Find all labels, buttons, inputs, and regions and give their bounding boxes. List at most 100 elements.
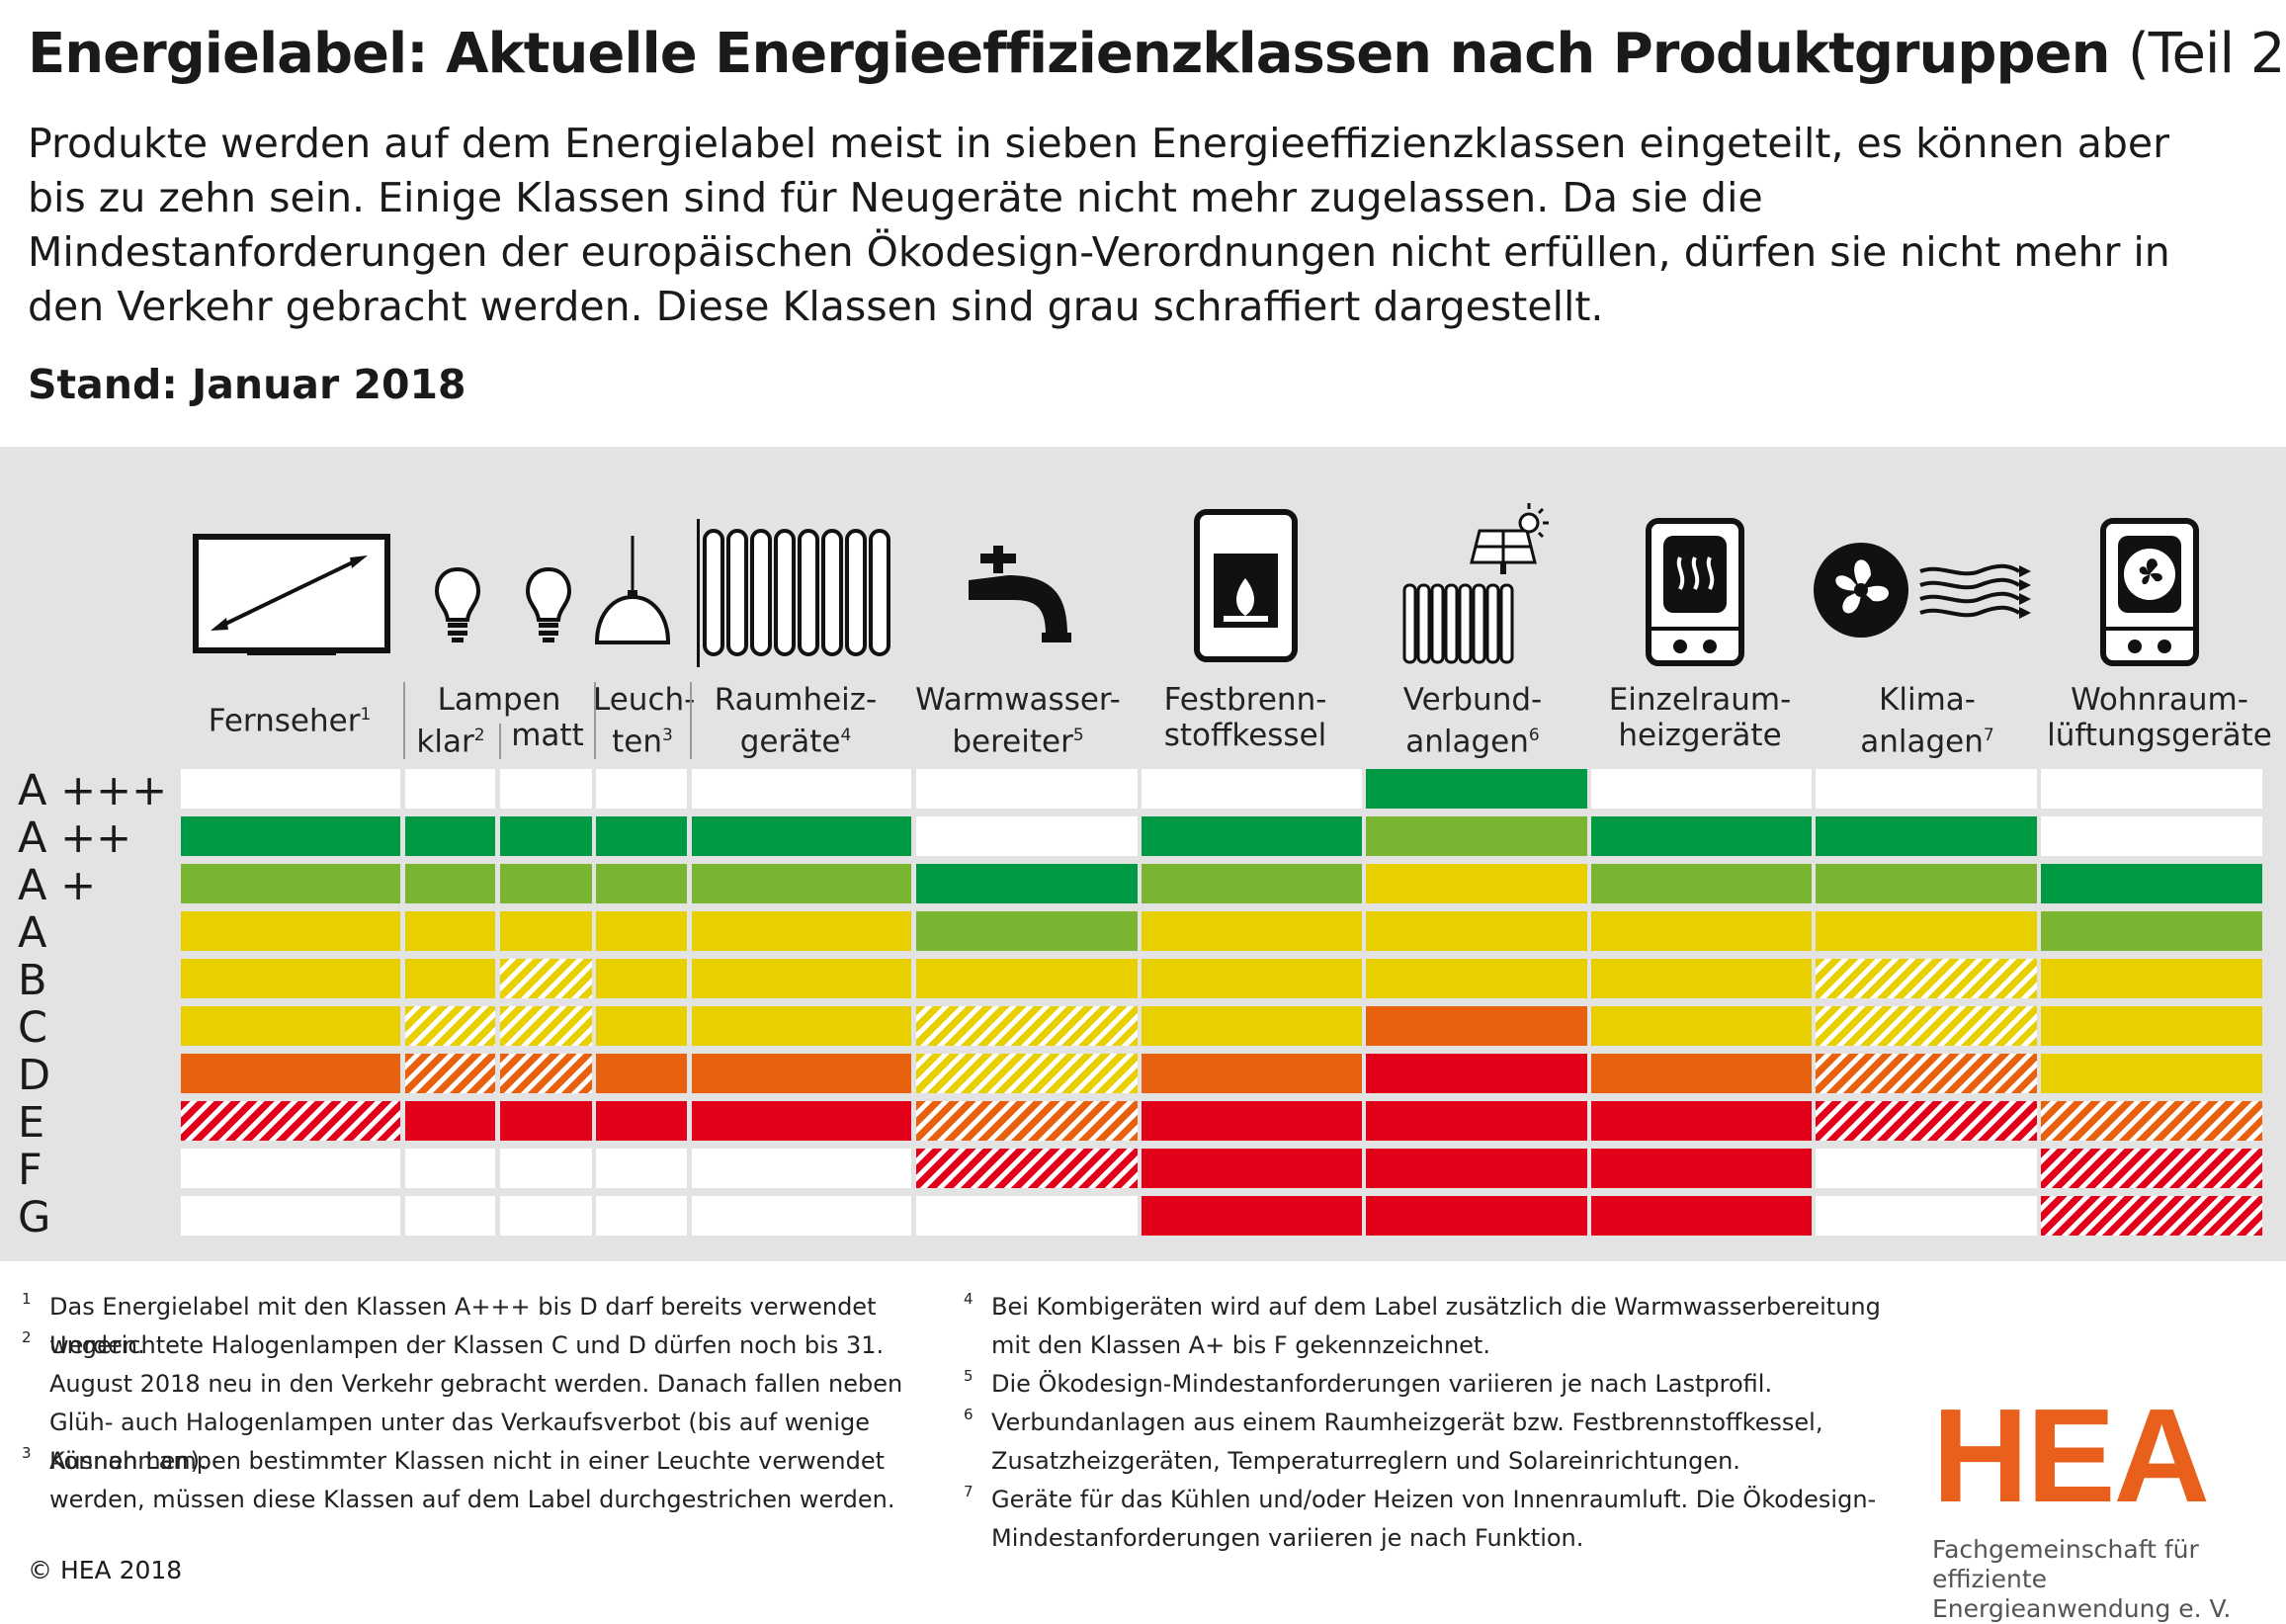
cell-4-d — [596, 1054, 687, 1093]
cell-3-e — [500, 1101, 592, 1141]
cell-7-a — [1142, 911, 1362, 951]
cell-4-f — [596, 1149, 687, 1188]
chart-panel: Fernseher1 Lampen klar2 matt Leuch-ten3 … — [0, 447, 2286, 1261]
cell-4-aplusplusplus — [596, 769, 687, 809]
cell-5-e — [692, 1101, 911, 1141]
footnote-7: 7 Geräte für das Kühlen und/oder Heizen v… — [964, 1483, 1877, 1552]
label-separator — [499, 724, 501, 759]
cell-10-b — [1816, 959, 2037, 998]
cell-1-aplus — [181, 864, 400, 903]
cell-7-f — [1142, 1149, 1362, 1188]
stove-icon — [1194, 509, 1298, 662]
cell-4-e — [596, 1101, 687, 1141]
cell-11-aplusplus — [2041, 816, 2262, 856]
cell-8-a — [1366, 911, 1587, 951]
cell-7-aplusplusplus — [1142, 769, 1362, 809]
label-separator — [403, 682, 405, 759]
cell-11-a — [2041, 911, 2262, 951]
cell-1-c — [181, 1006, 400, 1046]
radiator-solar-icon — [1402, 503, 1549, 664]
title-bold: Energielabel: Aktuelle Energieeffizienzk… — [28, 22, 2110, 86]
cell-2-e — [405, 1101, 495, 1141]
cell-7-aplusplus — [1142, 816, 1362, 856]
cell-2-aplusplus — [405, 816, 495, 856]
col-label-wohnraumlueftungsgeraete: Wohnraum-lüftungsgeräte — [2047, 682, 2272, 753]
cell-2-c — [405, 1006, 495, 1046]
grade-label-c: C — [18, 1003, 48, 1053]
col-label-matt: matt — [511, 718, 584, 753]
fan-icon — [1814, 543, 2031, 638]
cell-1-d — [181, 1054, 400, 1093]
cell-4-aplus — [596, 864, 687, 903]
cell-9-a — [1591, 911, 1812, 951]
cell-10-d — [1816, 1054, 2037, 1093]
cell-3-f — [500, 1149, 592, 1188]
grade-label-a2: A ++ — [18, 813, 132, 863]
footnote-6: 6 Verbundanlagen aus einem Raumheizgerät … — [964, 1406, 1823, 1475]
cell-8-c — [1366, 1006, 1587, 1046]
cell-6-b — [916, 959, 1138, 998]
cell-10-aplusplus — [1816, 816, 2037, 856]
col-label-leuchten: Leuch-ten3 — [593, 682, 696, 760]
grade-label-a1: A + — [18, 861, 97, 910]
footnote-5: 5 Die Ökodesign-Mindestanforderungen vari… — [964, 1367, 1773, 1398]
cell-5-g — [692, 1196, 911, 1236]
cell-11-f — [2041, 1149, 2262, 1188]
cell-1-aplusplus — [181, 816, 400, 856]
cell-5-d — [692, 1054, 911, 1093]
grade-label-b: B — [18, 956, 47, 1005]
cell-11-c — [2041, 1006, 2262, 1046]
col-label-verbundanlagen: Verbund-anlagen6 — [1402, 682, 1543, 760]
grade-label-a3: A +++ — [18, 766, 168, 815]
radiator-icon — [697, 519, 890, 667]
cell-10-e — [1816, 1101, 2037, 1141]
cell-8-d — [1366, 1054, 1587, 1093]
cell-6-a — [916, 911, 1138, 951]
cell-3-d — [500, 1054, 592, 1093]
cell-11-aplusplusplus — [2041, 769, 2262, 809]
cell-1-a — [181, 911, 400, 951]
cell-2-aplusplusplus — [405, 769, 495, 809]
cell-1-g — [181, 1196, 400, 1236]
cell-11-d — [2041, 1054, 2262, 1093]
grade-label-a: A — [18, 908, 47, 958]
cell-8-aplusplus — [1366, 816, 1587, 856]
hea-logo: HEA — [1932, 1381, 2210, 1530]
grade-label-d: D — [18, 1051, 51, 1100]
grade-label-e: E — [18, 1098, 45, 1148]
footnote-3: 3 Können Lampen bestimmter Klassen nicht … — [22, 1444, 895, 1513]
cell-3-aplusplusplus — [500, 769, 592, 809]
cell-3-b — [500, 959, 592, 998]
cell-9-aplus — [1591, 864, 1812, 903]
cell-10-aplus — [1816, 864, 2037, 903]
faucet-icon — [969, 546, 1071, 642]
cell-4-g — [596, 1196, 687, 1236]
cell-11-b — [2041, 959, 2262, 998]
col-label-festbrennstoffkessel: Festbrenn-stoffkessel — [1163, 682, 1327, 753]
cell-10-c — [1816, 1006, 2037, 1046]
stand-date: Stand: Januar 2018 — [28, 361, 466, 408]
col-label-einzelraumheizgeraete: Einzelraum-heizgeräte — [1608, 682, 1792, 753]
cell-2-a — [405, 911, 495, 951]
cell-11-aplus — [2041, 864, 2262, 903]
cell-9-e — [1591, 1101, 1812, 1141]
page-title: Energielabel: Aktuelle Energieeffizienzk… — [28, 22, 2286, 86]
grade-label-f: F — [18, 1146, 42, 1195]
cell-8-aplusplusplus — [1366, 769, 1587, 809]
cell-5-a — [692, 911, 911, 951]
cell-4-b — [596, 959, 687, 998]
cell-5-aplusplusplus — [692, 769, 911, 809]
cell-8-g — [1366, 1196, 1587, 1236]
cell-9-f — [1591, 1149, 1812, 1188]
cell-3-aplus — [500, 864, 592, 903]
cell-1-b — [181, 959, 400, 998]
pendant-lamp-icon — [594, 536, 671, 644]
cell-1-e — [181, 1101, 400, 1141]
cell-10-aplusplusplus — [1816, 769, 2037, 809]
cell-6-e — [916, 1101, 1138, 1141]
cell-7-c — [1142, 1006, 1362, 1046]
col-label-warmwasserbereiter: Warmwasser-bereiter5 — [915, 682, 1121, 760]
label-separator — [690, 682, 692, 759]
cell-4-aplusplus — [596, 816, 687, 856]
cell-8-f — [1366, 1149, 1587, 1188]
